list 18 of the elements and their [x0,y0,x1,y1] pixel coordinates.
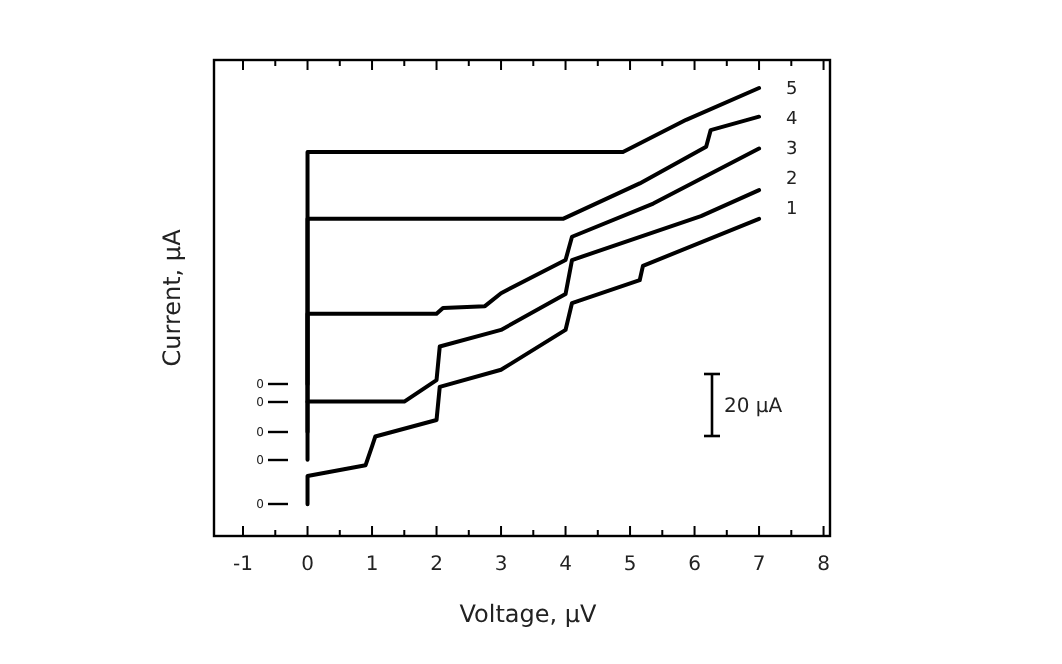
x-tick-label: 4 [559,554,572,577]
y-axis-title: Current, μA [158,227,186,367]
x-tick-label: 3 [494,554,508,577]
x-tick-label: -1 [233,554,254,577]
annotation: 20 μA [724,396,783,418]
x-tick-label: 7 [752,554,766,577]
series-label: 1 [786,200,798,221]
x-tick-label: 1 [365,554,379,577]
x-tick-label: 8 [817,554,830,577]
series-label: 4 [786,110,798,131]
series-label: 3 [786,140,798,161]
x-axis-title: Voltage, μV [459,600,599,628]
series-label: 2 [786,170,798,191]
x-tick-label: 0 [301,554,314,577]
legend-label: 5 [786,80,798,101]
x-tick-label: 2 [430,554,443,577]
x-tick-label: 5 [623,554,637,577]
x-tick-label: 6 [688,554,701,577]
